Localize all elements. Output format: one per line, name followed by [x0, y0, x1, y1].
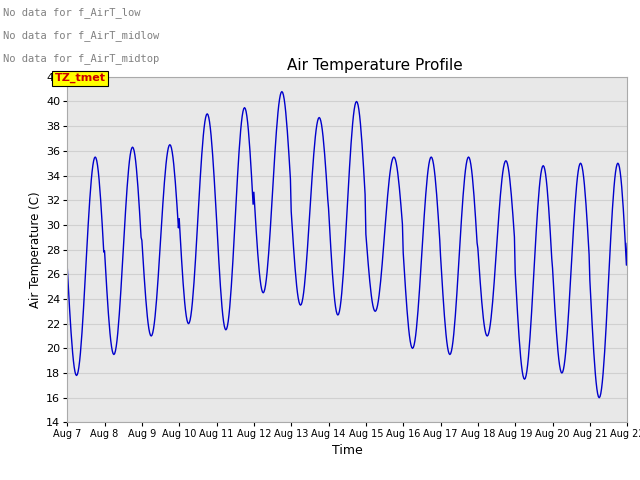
Y-axis label: Air Temperature (C): Air Temperature (C) — [29, 192, 42, 308]
Text: TZ_tmet: TZ_tmet — [54, 73, 106, 84]
Text: No data for f_AirT_midtop: No data for f_AirT_midtop — [3, 53, 159, 64]
Text: No data for f_AirT_low: No data for f_AirT_low — [3, 7, 141, 18]
X-axis label: Time: Time — [332, 444, 363, 456]
Title: Air Temperature Profile: Air Temperature Profile — [287, 58, 463, 73]
Text: No data for f_AirT_midlow: No data for f_AirT_midlow — [3, 30, 159, 41]
